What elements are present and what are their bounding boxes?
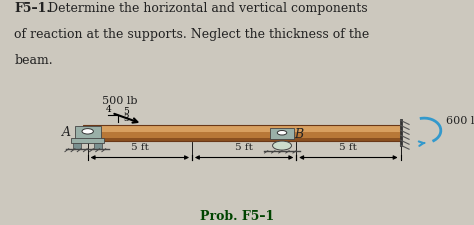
Bar bbox=[71, 138, 104, 143]
Text: 5: 5 bbox=[123, 107, 129, 116]
Bar bbox=[83, 132, 401, 138]
Text: of reaction at the supports. Neglect the thickness of the: of reaction at the supports. Neglect the… bbox=[14, 28, 369, 41]
Text: 600 lb · ft: 600 lb · ft bbox=[446, 117, 474, 126]
Text: 500 lb: 500 lb bbox=[102, 96, 137, 106]
Text: 5 ft: 5 ft bbox=[131, 143, 149, 152]
Text: F5–1.: F5–1. bbox=[14, 2, 51, 15]
Circle shape bbox=[277, 130, 287, 135]
Text: beam.: beam. bbox=[14, 54, 53, 67]
Bar bbox=[75, 126, 100, 139]
Text: B: B bbox=[294, 128, 303, 141]
Text: 5 ft: 5 ft bbox=[235, 143, 253, 152]
Bar bbox=[94, 143, 102, 149]
Circle shape bbox=[273, 141, 292, 150]
Bar bbox=[83, 125, 401, 132]
Text: 3: 3 bbox=[123, 114, 128, 123]
Text: 5 ft: 5 ft bbox=[339, 143, 357, 152]
Text: A: A bbox=[62, 126, 71, 139]
Text: Prob. F5–1: Prob. F5–1 bbox=[200, 210, 274, 223]
Bar bbox=[83, 138, 401, 141]
Text: 4: 4 bbox=[106, 105, 111, 114]
Bar bbox=[83, 125, 401, 141]
Bar bbox=[73, 143, 81, 149]
Text: Determine the horizontal and vertical components: Determine the horizontal and vertical co… bbox=[40, 2, 368, 15]
Circle shape bbox=[82, 129, 93, 134]
Bar bbox=[270, 128, 294, 139]
